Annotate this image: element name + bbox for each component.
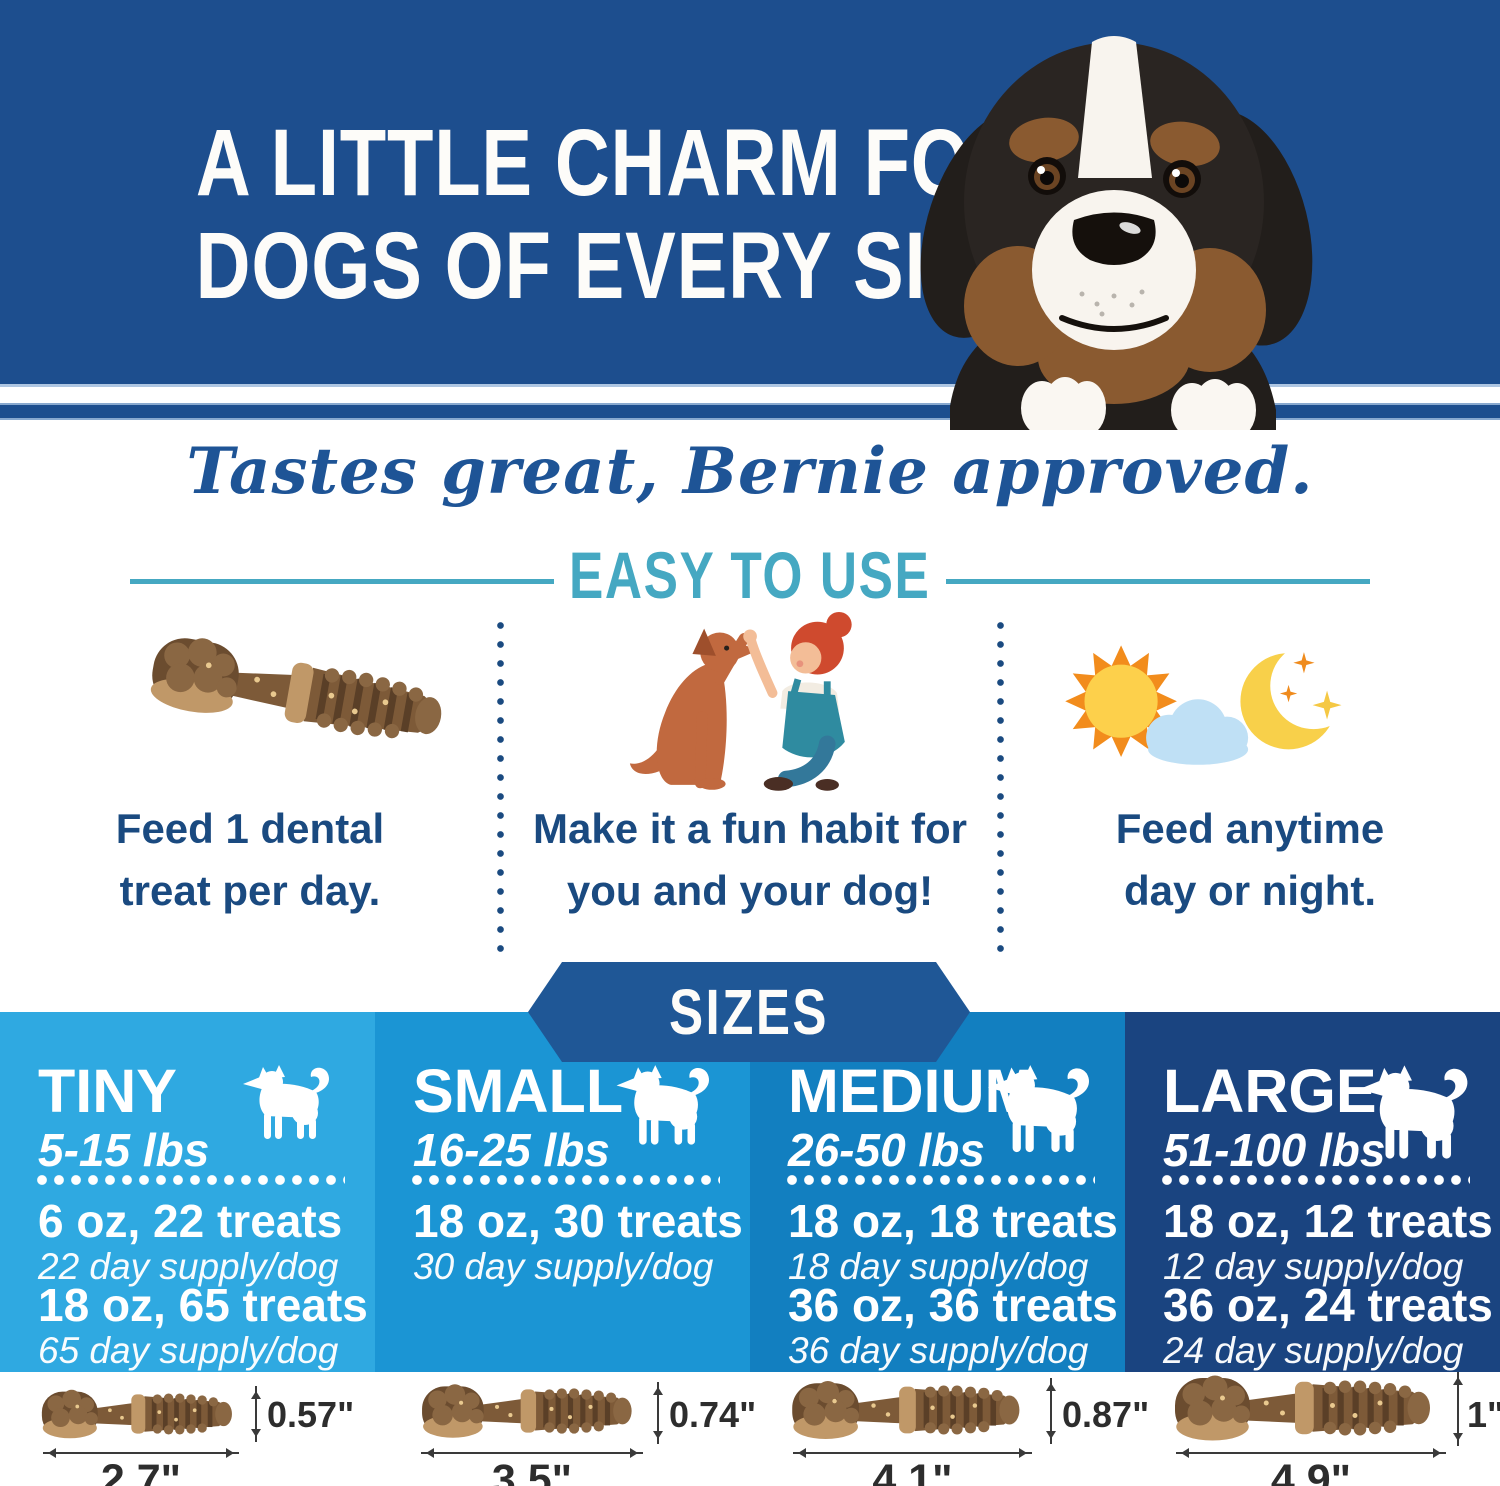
dotted-separator [1161, 1174, 1470, 1186]
height-arrow [653, 1382, 663, 1444]
page-title: A LITTLE CHARM FOR DOGS OF EVERY SIZE [92, 112, 1026, 318]
dotted-divider-1 [497, 622, 504, 954]
dotted-separator [786, 1174, 1095, 1186]
width-label: 3.5" [491, 1456, 573, 1486]
dotted-divider-2 [997, 622, 1004, 954]
width-arrow [421, 1448, 643, 1458]
size-name: TINY [38, 1057, 177, 1125]
width-label: 4.1" [872, 1456, 953, 1486]
height-label: 0.57" [267, 1394, 355, 1435]
sun-icon [1065, 645, 1177, 758]
easy-to-use-heading: EASY TO USE [569, 538, 931, 612]
height-arrow [1046, 1378, 1056, 1444]
dental-treat-icon [142, 621, 468, 766]
treat-size-figure-tiny [40, 1384, 245, 1444]
dog-silhouette-icon [612, 1064, 720, 1150]
size-name: MEDIUM [788, 1057, 1036, 1125]
day-night-icon [1065, 642, 1354, 765]
heading-rule-right [946, 579, 1370, 584]
title-line-1: A LITTLE CHARM FOR [195, 110, 1027, 216]
pack-option: 18 oz, 18 treats 18 day supply/dog [788, 1195, 1118, 1287]
size-name: SMALL [413, 1057, 624, 1125]
dog-eyes [1028, 157, 1201, 198]
width-label: 4.9" [1270, 1456, 1352, 1486]
bernese-dog-illustration [920, 36, 1313, 430]
treat-size-figure-small [420, 1378, 646, 1444]
dog-silhouette-icon [239, 1064, 339, 1144]
pack-option: 36 oz, 24 treats 24 day supply/dog [1163, 1279, 1493, 1371]
height-label: 1" [1467, 1394, 1500, 1435]
pack-option: 18 oz, 65 treats 65 day supply/dog [38, 1279, 368, 1371]
dotted-separator [36, 1174, 345, 1186]
title-line-2: DOGS OF EVERY SIZE [195, 213, 1026, 319]
size-column-large: LARGE 51-100 lbs 18 oz, 12 treats 12 day… [1125, 1012, 1500, 1372]
pack-option: 6 oz, 22 treats 22 day supply/dog [38, 1195, 343, 1287]
step-1-caption: Feed 1 dental treat per day. [115, 805, 385, 914]
size-column-medium: MEDIUM 26-50 lbs 18 oz, 18 treats 18 day… [750, 1012, 1125, 1372]
size-name: LARGE [1163, 1057, 1377, 1125]
sizes-banner: SIZES [528, 962, 970, 1062]
pack-option: 18 oz, 12 treats 12 day supply/dog [1163, 1195, 1493, 1287]
treat-size-figure-large [1172, 1368, 1448, 1448]
size-weight-range: 26-50 lbs [788, 1124, 985, 1176]
treat-size-figure-medium [790, 1374, 1035, 1446]
pack-option: 18 oz, 30 treats 30 day supply/dog [413, 1195, 743, 1287]
dog-silhouette-icon [1354, 1064, 1480, 1165]
dog-high-five-icon [629, 611, 852, 791]
size-column-tiny: TINY 5-15 lbs 6 oz, 22 treats 22 day sup… [0, 1012, 375, 1372]
height-label: 0.87" [1062, 1394, 1150, 1435]
width-arrow [1176, 1448, 1446, 1458]
dotted-separator [411, 1174, 720, 1186]
tagline: Tastes great, Bernie approved. [186, 434, 1314, 509]
height-label: 0.74" [669, 1394, 757, 1435]
cloud-icon [1146, 699, 1249, 765]
size-weight-range: 5-15 lbs [38, 1124, 210, 1176]
size-weight-range: 16-25 lbs [413, 1124, 610, 1176]
heading-rule-left [130, 579, 554, 584]
dog-paws [1021, 377, 1256, 430]
height-arrow [1453, 1372, 1463, 1446]
moon-icon [1240, 642, 1354, 750]
size-weight-range: 51-100 lbs [1163, 1124, 1386, 1176]
height-arrow [251, 1386, 261, 1442]
step-3-caption: Feed anytime day or night. [1115, 805, 1385, 914]
width-label: 2.7" [100, 1456, 182, 1486]
width-arrow [43, 1448, 239, 1458]
pack-option: 36 oz, 36 treats 36 day supply/dog [788, 1279, 1118, 1371]
width-arrow [793, 1448, 1032, 1458]
step-2-caption: Make it a fun habit for you and your dog… [532, 805, 968, 914]
size-column-small: SMALL 16-25 lbs 18 oz, 30 treats 30 day … [375, 1012, 750, 1372]
dog-silhouette-icon [983, 1064, 1101, 1158]
